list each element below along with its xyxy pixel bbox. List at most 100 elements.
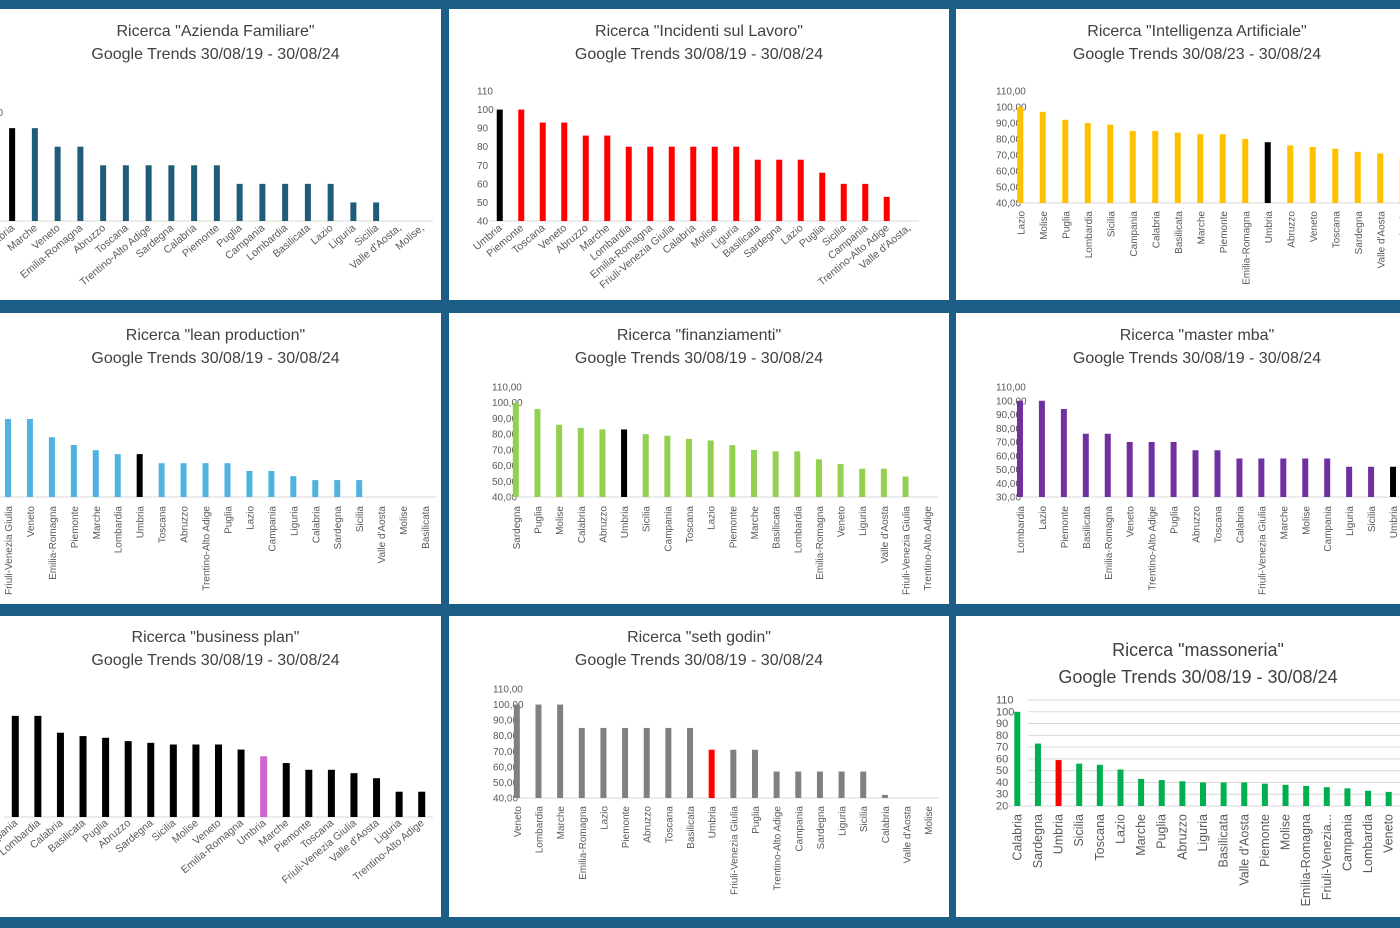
chart-panel-master-mba: Ricerca "master mba" Google Trends 30/08… [956, 313, 1400, 604]
bar-sardegna [1034, 743, 1041, 806]
bar-emilia-romagna [1104, 433, 1111, 497]
bar-liguria [859, 468, 866, 497]
bar-calabria [881, 794, 888, 798]
bar-sicilia [642, 434, 649, 497]
x-tick-label: Sicilia [642, 506, 653, 533]
bar-abruzzo [100, 165, 107, 221]
y-tick-label: 90 [996, 718, 1008, 730]
x-tick-label: Molise [1039, 211, 1050, 240]
y-tick-label: 110 [477, 87, 493, 98]
bar-trentino-alto-adige [145, 165, 152, 221]
bar-umbria [496, 109, 503, 221]
bar-friuli-venezia-giulia [350, 773, 358, 817]
y-tick-label: 30,00 [996, 493, 1021, 504]
bar-toscana [1332, 148, 1339, 203]
bar-basilicata [79, 736, 87, 817]
bar-trentino-alto-adige [202, 463, 209, 497]
bar-toscana [539, 122, 546, 221]
bar-chart-seth-godin: 110,00 100,00 90,00 80,00 70,00 60,00 50,00 40,… [493, 685, 939, 895]
bar-campania [11, 715, 19, 817]
x-tick-label: Molise [1279, 814, 1293, 850]
bar-lazio [1038, 400, 1045, 497]
bar-basilicata [754, 159, 761, 221]
x-tick-label: Trentino-Alto Adige [202, 506, 213, 591]
bar-abruzzo [180, 463, 187, 497]
bar-basilicata [1082, 433, 1089, 497]
x-tick-label: Emilia-Romagna [1299, 814, 1313, 906]
chart-title: Ricerca "business plan" [131, 629, 300, 646]
bar-campania [1344, 788, 1351, 806]
y-tick-label: 40 [477, 217, 489, 228]
bar-sicilia [860, 771, 867, 798]
chart-title: Ricerca "Incidenti sul Lavoro" [595, 23, 803, 40]
x-tick-label: Basilicata [1174, 211, 1185, 254]
x-tick-label: Veneto [26, 506, 37, 538]
y-tick-label: 110,00 [492, 383, 522, 394]
bar-abruzzo [582, 135, 589, 221]
bar-abruzzo [643, 727, 650, 798]
bar-emilia-romagna [237, 749, 245, 817]
bar-veneto [837, 464, 844, 497]
bar-lazio [246, 471, 253, 497]
x-tick-label: Sardegna [1031, 814, 1045, 868]
chart-subtitle: Google Trends 30/08/19 - 30/08/24 [91, 46, 340, 63]
x-tick-label: Friuli-Venezia Giulia [1257, 506, 1268, 595]
bar-sardegna [168, 165, 175, 221]
bar-friuli-venezia-giulia [668, 146, 675, 221]
y-tick-label: 50,00 [996, 465, 1021, 476]
bar-toscana [122, 165, 129, 221]
chart-title-block: Ricerca "seth godin" Google Trends 30/08… [449, 626, 949, 672]
x-tick-label: Veneto [837, 506, 848, 538]
bar-liguria [395, 791, 403, 817]
bar-emilia-romagna [1242, 139, 1249, 203]
x-tick-label: Friuli-Venezia Giulia [729, 806, 740, 895]
bar-lazio [1117, 769, 1124, 806]
bar-campania [1129, 131, 1136, 203]
bar-lazio [707, 440, 714, 497]
y-tick-label: 110 [996, 695, 1014, 707]
bar-lazio [1017, 107, 1024, 203]
x-tick-label: Veneto [1126, 506, 1137, 538]
y-tick-label: 80,00 [493, 731, 518, 742]
y-tick-label: 60,00 [492, 461, 517, 472]
bar-sardegna [334, 480, 341, 497]
bar-puglia [1158, 780, 1165, 806]
y-tick-label: 70,00 [492, 445, 517, 456]
y-tick-label: 80 [477, 142, 489, 153]
bar-marche [1280, 458, 1287, 497]
bar-trentino-alto-adige [773, 771, 780, 798]
bar-puglia [751, 749, 758, 798]
x-tick-label: Piemonte [728, 506, 739, 549]
bar-umbria [621, 429, 628, 497]
bar-lombardia [535, 704, 542, 798]
x-tick-label: Puglia [751, 806, 762, 834]
y-tick-label: 70,00 [996, 438, 1021, 449]
bar-valle-d-aosta [373, 778, 381, 817]
x-tick-label: Toscana [685, 506, 696, 544]
x-tick-label: Marche [556, 806, 567, 840]
bar-chart-finanziamenti: 110,00 100,00 90,00 80,00 70,00 60,00 50,00 40,… [492, 383, 938, 595]
y-tick-label: 90 [477, 124, 489, 135]
chart-subtitle: Google Trends 30/08/19 - 30/08/24 [1072, 350, 1322, 367]
bar-emilia-romagna [647, 146, 654, 221]
y-tick-label: 110,00 [493, 685, 523, 696]
x-tick-label: Campania [794, 806, 805, 852]
x-tick-label: Sicilia [355, 506, 366, 533]
x-tick-label: Emilia-Romagna [48, 506, 59, 580]
bar-marche [1138, 778, 1145, 806]
bar-sicilia [840, 183, 847, 221]
x-tick-label: Liguria [1196, 814, 1210, 852]
x-tick-label: Liguria [838, 806, 849, 836]
bar-sicilia [1076, 763, 1083, 806]
x-tick-label: Marche [1279, 506, 1290, 540]
y-tick-label: 100,00 [996, 103, 1027, 114]
bar-veneto [1126, 442, 1133, 497]
bar-campania [795, 771, 802, 798]
x-tick-label: Calabria [311, 506, 322, 544]
bar-emilia-romagna [77, 146, 84, 221]
x-tick-label: Puglia [533, 506, 544, 534]
bar-liguria [1200, 782, 1206, 806]
chart-title: Ricerca "lean production" [125, 327, 306, 344]
bar-sardegna [816, 771, 823, 798]
